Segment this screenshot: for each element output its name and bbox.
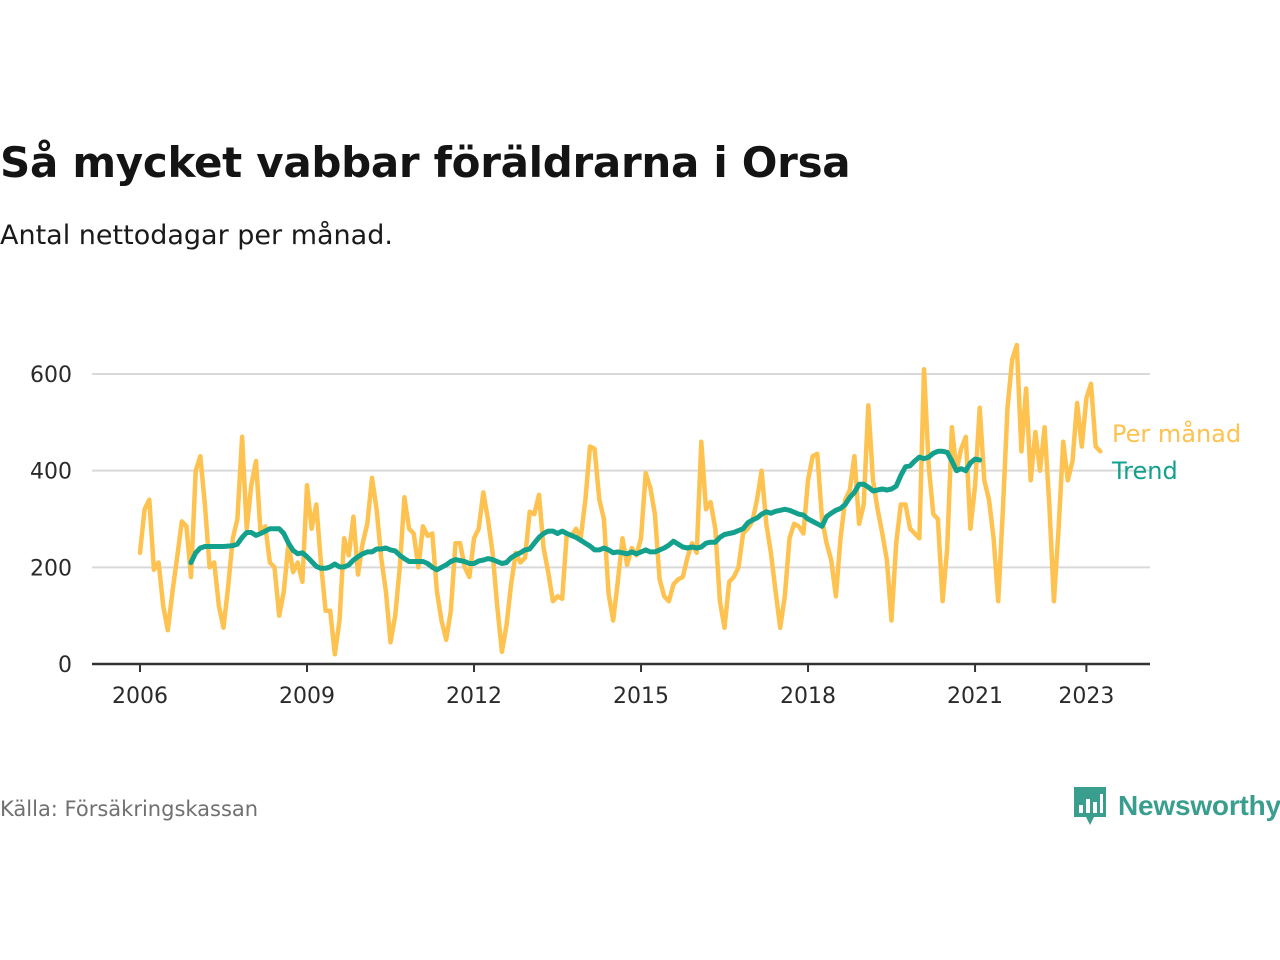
x-tick-label: 2015 [613,684,669,709]
series-line-trend [188,448,983,573]
series-label: Per månad [1112,419,1241,448]
x-tick-label: 2021 [947,684,1003,709]
newsworthy-logo-icon [1074,787,1106,825]
x-tick-label: 2012 [446,684,502,709]
y-tick-label: 400 [30,460,72,485]
x-tick-label: 2009 [279,684,335,709]
y-tick-label: 200 [30,556,72,581]
x-tick-label: 2006 [112,684,168,709]
brand-logo: Newsworthy [1072,785,1280,827]
y-tick-label: 0 [58,653,72,678]
source-note: Källa: Försäkringskassan [0,797,259,821]
chart-subtitle: Antal nettodagar per månad. [0,220,393,251]
series-line-per-manad [137,342,1103,657]
x-tick-label: 2018 [780,684,836,709]
brand-name: Newsworthy [1118,790,1280,821]
series-label: Trend [1111,457,1178,485]
x-tick-label: 2023 [1058,684,1114,709]
chart-title: Så mycket vabbar föräldrarna i Orsa [0,138,851,187]
y-tick-label: 600 [30,363,72,388]
